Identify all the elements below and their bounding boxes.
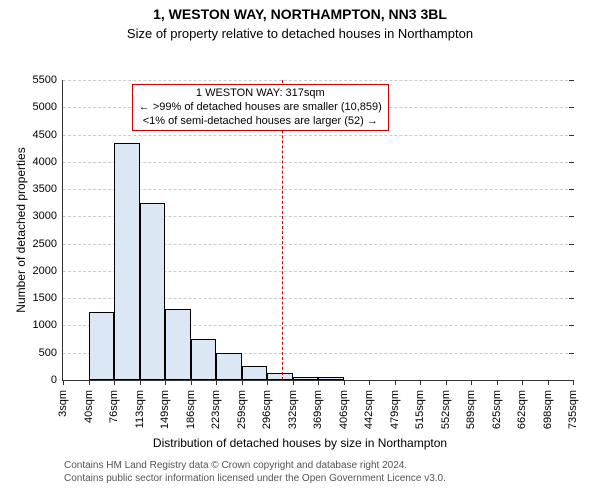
ytick-mark: [569, 244, 574, 245]
footer-line-1: Contains HM Land Registry data © Crown c…: [64, 460, 446, 473]
plot-area: 0500100015002000250030003500400045005000…: [62, 80, 573, 381]
xtick-label: 662sqm: [516, 386, 528, 429]
xtick-label: 3sqm: [57, 386, 69, 417]
y-axis-label: Number of detached properties: [14, 60, 28, 400]
ytick-label: 500: [39, 347, 63, 359]
x-axis-label: Distribution of detached houses by size …: [0, 436, 600, 450]
histogram-bar: [267, 373, 293, 380]
gridline-h: [63, 162, 573, 163]
xtick-label: 589sqm: [465, 386, 477, 429]
histogram-bar: [318, 377, 344, 380]
xtick-mark: [522, 380, 523, 385]
xtick-label: 625sqm: [491, 386, 503, 429]
ytick-label: 3000: [33, 210, 63, 222]
ytick-label: 2000: [33, 265, 63, 277]
xtick-mark: [369, 380, 370, 385]
xtick-label: 149sqm: [159, 386, 171, 429]
chart-footer: Contains HM Land Registry data © Crown c…: [64, 460, 446, 485]
ytick-mark: [569, 271, 574, 272]
xtick-mark: [293, 380, 294, 385]
ytick-label: 4500: [33, 129, 63, 141]
xtick-label: 698sqm: [542, 386, 554, 429]
gridline-h: [63, 135, 573, 136]
chart-subtitle: Size of property relative to detached ho…: [0, 26, 600, 41]
ytick-mark: [569, 189, 574, 190]
ytick-label: 5000: [33, 101, 63, 113]
xtick-label: 406sqm: [338, 386, 350, 429]
ytick-mark: [569, 107, 574, 108]
histogram-bar: [191, 339, 217, 380]
histogram-bar: [165, 309, 191, 380]
xtick-mark: [267, 380, 268, 385]
histogram-bar: [216, 353, 242, 380]
xtick-mark: [497, 380, 498, 385]
xtick-label: 332sqm: [287, 386, 299, 429]
footer-line-2: Contains public sector information licen…: [64, 473, 446, 486]
xtick-mark: [140, 380, 141, 385]
xtick-mark: [114, 380, 115, 385]
gridline-h: [63, 80, 573, 81]
xtick-label: 552sqm: [440, 386, 452, 429]
xtick-mark: [471, 380, 472, 385]
marker-callout: 1 WESTON WAY: 317sqm ← >99% of detached …: [132, 84, 389, 131]
xtick-label: 369sqm: [312, 386, 324, 429]
xtick-mark: [395, 380, 396, 385]
histogram-bar: [89, 312, 115, 380]
ytick-label: 1000: [33, 319, 63, 331]
histogram-bar: [293, 377, 319, 380]
ytick-label: 0: [51, 374, 63, 386]
callout-line-1: 1 WESTON WAY: 317sqm: [139, 87, 382, 101]
ytick-label: 4000: [33, 156, 63, 168]
xtick-mark: [216, 380, 217, 385]
xtick-label: 40sqm: [83, 386, 95, 423]
xtick-mark: [165, 380, 166, 385]
xtick-mark: [242, 380, 243, 385]
ytick-mark: [569, 298, 574, 299]
ytick-mark: [569, 216, 574, 217]
xtick-label: 259sqm: [236, 386, 248, 429]
xtick-mark: [318, 380, 319, 385]
xtick-mark: [191, 380, 192, 385]
ytick-label: 1500: [33, 292, 63, 304]
ytick-label: 3500: [33, 183, 63, 195]
xtick-label: 479sqm: [389, 386, 401, 429]
histogram-bar: [114, 143, 140, 380]
callout-line-3: <1% of semi-detached houses are larger (…: [139, 115, 382, 129]
xtick-mark: [63, 380, 64, 385]
ytick-mark: [569, 135, 574, 136]
ytick-label: 2500: [33, 238, 63, 250]
callout-line-2: ← >99% of detached houses are smaller (1…: [139, 101, 382, 115]
xtick-label: 76sqm: [108, 386, 120, 423]
xtick-label: 515sqm: [414, 386, 426, 429]
chart-title: 1, WESTON WAY, NORTHAMPTON, NN3 3BL: [0, 6, 600, 22]
xtick-label: 186sqm: [185, 386, 197, 429]
xtick-label: 223sqm: [210, 386, 222, 429]
gridline-h: [63, 189, 573, 190]
ytick-mark: [569, 162, 574, 163]
xtick-mark: [420, 380, 421, 385]
histogram-bar: [140, 203, 166, 380]
xtick-mark: [344, 380, 345, 385]
xtick-mark: [548, 380, 549, 385]
xtick-label: 735sqm: [567, 386, 579, 429]
ytick-mark: [569, 325, 574, 326]
histogram-bar: [242, 366, 268, 380]
xtick-mark: [573, 380, 574, 385]
xtick-mark: [446, 380, 447, 385]
ytick-mark: [569, 353, 574, 354]
xtick-label: 296sqm: [261, 386, 273, 429]
ytick-label: 5500: [33, 74, 63, 86]
xtick-label: 442sqm: [363, 386, 375, 429]
ytick-mark: [569, 80, 574, 81]
xtick-mark: [89, 380, 90, 385]
property-size-chart: 1, WESTON WAY, NORTHAMPTON, NN3 3BL Size…: [0, 0, 600, 500]
xtick-label: 113sqm: [134, 386, 146, 428]
